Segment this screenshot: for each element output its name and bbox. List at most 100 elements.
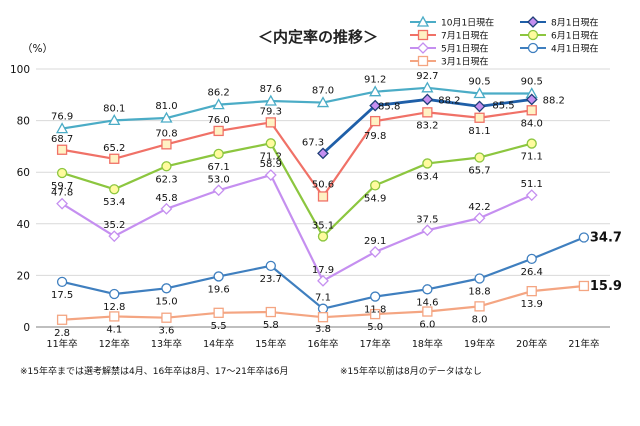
data-point xyxy=(474,112,485,123)
y-tick-label: 100 xyxy=(10,64,30,76)
x-tick-label: 20年卒 xyxy=(516,338,547,350)
data-label: 17.5 xyxy=(51,290,73,301)
footnote-1: ※15年卒までは選考解禁は4月、16年卒は8月、17～21年卒は6月 xyxy=(20,365,289,377)
data-label: 67.3 xyxy=(302,137,324,148)
data-point xyxy=(56,197,69,210)
data-label: 4.1 xyxy=(106,324,122,335)
chart-title: ＜内定率の推移＞ xyxy=(258,28,378,46)
data-label: 50.6 xyxy=(312,179,334,190)
data-label: 80.1 xyxy=(103,103,125,114)
data-point xyxy=(160,202,173,215)
data-label: 76.9 xyxy=(51,112,73,123)
data-point xyxy=(526,138,537,149)
data-label: 5.8 xyxy=(263,320,279,331)
data-point xyxy=(474,273,485,284)
data-point xyxy=(213,271,224,282)
y-tick-label: 60 xyxy=(17,167,30,179)
data-point xyxy=(109,184,120,195)
data-label: 2.8 xyxy=(54,328,70,339)
data-point xyxy=(525,189,538,202)
data-label: 85.8 xyxy=(378,102,400,113)
data-label: 35.1 xyxy=(312,220,334,231)
data-label: 34.7 xyxy=(590,230,622,245)
data-label: 81.0 xyxy=(155,101,177,112)
data-label: 35.2 xyxy=(103,220,125,231)
data-point xyxy=(109,153,120,164)
legend-label: 4月1日現在 xyxy=(551,43,598,55)
data-point xyxy=(161,283,172,294)
series-line xyxy=(61,109,532,198)
data-point xyxy=(109,288,120,300)
x-tick-label: 21年卒 xyxy=(568,338,599,350)
series-line xyxy=(61,142,533,238)
data-point xyxy=(56,276,68,288)
data-label: 65.7 xyxy=(468,165,490,176)
data-label: 90.5 xyxy=(521,77,543,88)
x-tick-label: 14年卒 xyxy=(203,338,234,350)
data-point xyxy=(212,184,225,197)
data-point xyxy=(108,114,121,125)
data-label: 81.1 xyxy=(468,126,490,137)
x-tick-label: 16年卒 xyxy=(307,338,338,350)
data-point xyxy=(422,158,433,169)
data-label: 58.9 xyxy=(260,159,282,170)
x-tick-label: 15年卒 xyxy=(255,338,286,350)
data-label: 71.1 xyxy=(521,152,543,163)
footnote-2: ※15年卒以前は8月のデータはなし xyxy=(340,365,482,377)
data-point xyxy=(109,311,120,322)
data-label: 5.0 xyxy=(367,322,383,333)
data-label-layer: 76.9 80.1 81.0 86.2 87.6 87.0 91.2 92.7 90.5 90.5… xyxy=(51,71,622,339)
legend: 10月1日現在 8月1日現在 7月1日現在 6月1日現在 5月1日現在 4月1日現在 3月1… xyxy=(410,15,598,68)
x-tick-label: 18年卒 xyxy=(412,338,443,350)
data-point xyxy=(212,98,225,110)
data-label: 87.6 xyxy=(260,84,282,95)
y-tick-label: 40 xyxy=(17,219,30,231)
data-point xyxy=(473,100,486,113)
data-point xyxy=(317,147,329,160)
data-point xyxy=(526,253,537,265)
data-point xyxy=(56,167,68,179)
data-point xyxy=(474,301,485,312)
legend-label: 10月1日現在 xyxy=(441,17,494,29)
data-label: 68.7 xyxy=(51,134,73,145)
data-point xyxy=(317,274,329,287)
data-label: 92.7 xyxy=(416,71,438,82)
data-point xyxy=(421,224,434,237)
data-point xyxy=(578,232,590,243)
data-label: 47.8 xyxy=(51,188,73,199)
data-point xyxy=(370,115,381,127)
data-label: 71.2 xyxy=(260,151,282,162)
legend-swatch-marker xyxy=(527,16,539,28)
legend-swatch-marker xyxy=(416,15,430,27)
data-label: 70.8 xyxy=(155,128,177,139)
legend-label: 5月1日現在 xyxy=(441,43,488,55)
data-label: 15.9 xyxy=(590,279,622,294)
data-label: 53.0 xyxy=(208,174,230,185)
data-label: 88.2 xyxy=(543,95,565,106)
data-label: 17.9 xyxy=(312,265,334,276)
data-label: 8.0 xyxy=(472,314,488,325)
data-point xyxy=(421,81,434,93)
data-point xyxy=(370,291,381,302)
y-tick-label: 80 xyxy=(17,116,30,128)
data-label: 87.0 xyxy=(312,86,334,97)
y-axis-unit: （%） xyxy=(22,43,53,55)
data-label: 7.1 xyxy=(315,293,331,304)
data-point xyxy=(265,260,276,272)
data-point xyxy=(578,280,590,292)
data-point xyxy=(317,231,329,242)
x-tick-label: 19年卒 xyxy=(464,338,495,350)
data-point xyxy=(265,306,276,318)
data-label: 86.2 xyxy=(208,88,230,99)
data-point xyxy=(265,138,276,149)
data-point xyxy=(369,246,382,258)
legend-swatch-marker xyxy=(527,29,539,41)
legend-swatch-marker xyxy=(527,42,539,54)
data-point xyxy=(265,117,276,128)
data-label: 63.4 xyxy=(416,171,438,182)
data-point xyxy=(369,99,382,112)
data-point xyxy=(161,312,172,323)
data-label: 18.8 xyxy=(468,286,490,297)
data-point xyxy=(213,148,224,160)
